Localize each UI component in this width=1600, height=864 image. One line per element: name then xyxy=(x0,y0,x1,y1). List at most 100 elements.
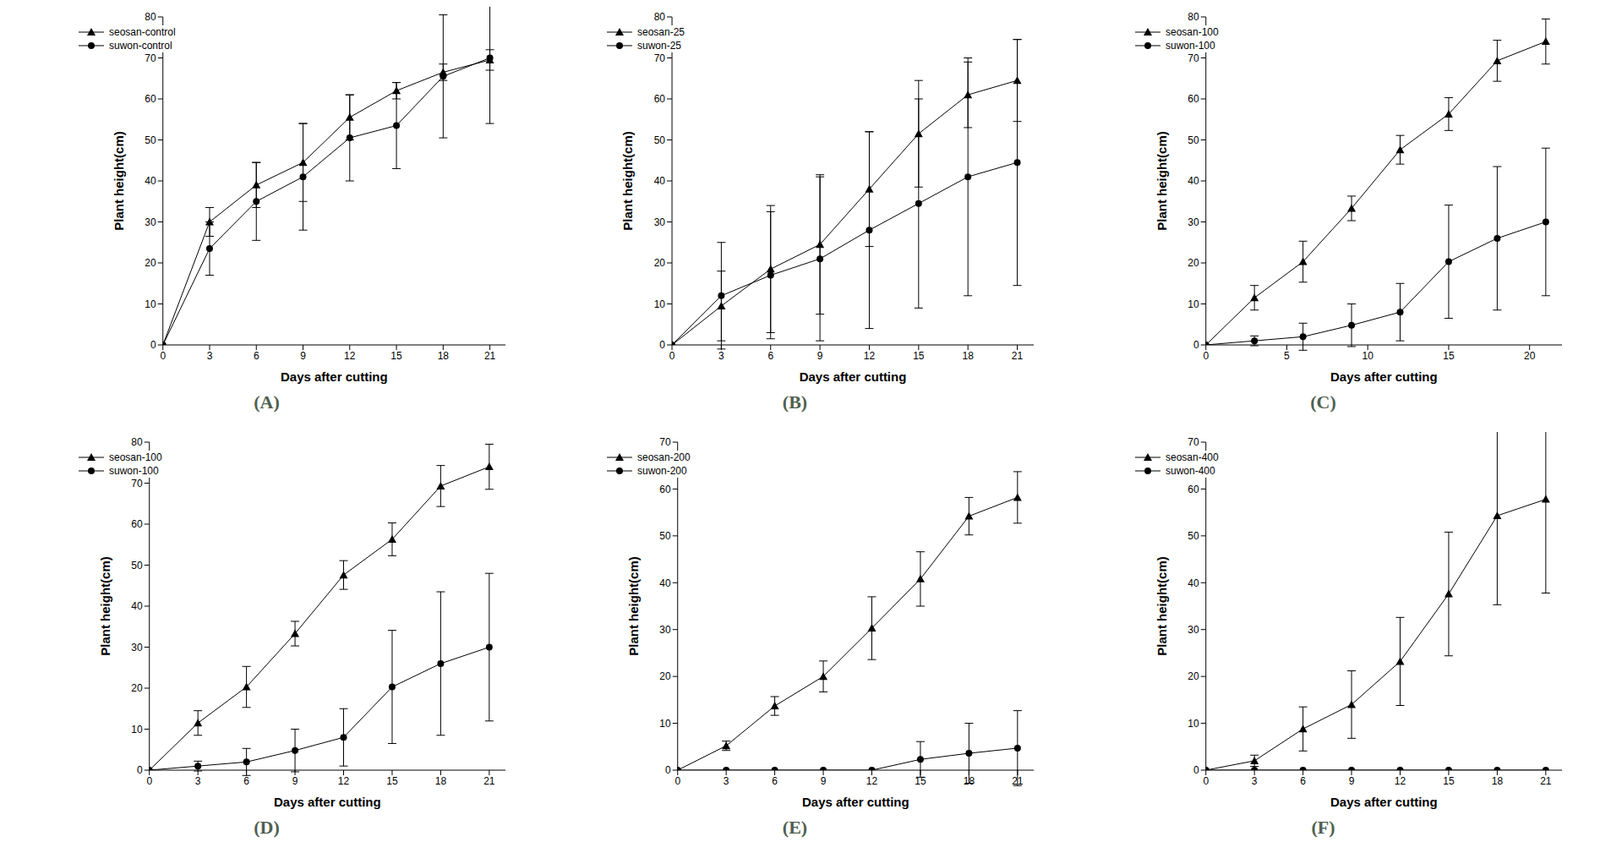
svg-text:80: 80 xyxy=(654,10,667,23)
svg-text:18: 18 xyxy=(962,349,975,362)
svg-text:0: 0 xyxy=(150,338,157,351)
svg-text:21: 21 xyxy=(1011,349,1024,362)
svg-text:50: 50 xyxy=(144,134,157,147)
svg-text:3: 3 xyxy=(723,775,730,787)
svg-text:6: 6 xyxy=(1299,775,1306,787)
svg-text:21: 21 xyxy=(484,349,497,362)
svg-text:6: 6 xyxy=(771,775,778,787)
svg-text:Plant height(cm): Plant height(cm) xyxy=(1154,556,1169,656)
svg-text:9: 9 xyxy=(1348,775,1355,787)
svg-text:30: 30 xyxy=(131,641,143,654)
svg-text:70: 70 xyxy=(1187,436,1200,448)
svg-text:15: 15 xyxy=(914,775,927,787)
svg-text:0: 0 xyxy=(159,349,166,362)
svg-text:Days after cutting: Days after cutting xyxy=(799,369,907,384)
svg-text:50: 50 xyxy=(1187,529,1200,542)
svg-text:20: 20 xyxy=(1187,256,1200,269)
svg-text:80: 80 xyxy=(131,436,143,448)
svg-text:40: 40 xyxy=(1187,577,1200,590)
svg-text:60: 60 xyxy=(659,483,672,496)
svg-text:0: 0 xyxy=(1202,349,1209,362)
svg-text:30: 30 xyxy=(1187,216,1200,229)
svg-text:10: 10 xyxy=(654,298,667,311)
svg-text:10: 10 xyxy=(659,717,672,730)
svg-text:3: 3 xyxy=(207,349,213,362)
svg-text:15: 15 xyxy=(912,349,925,362)
svg-text:60: 60 xyxy=(1187,92,1200,105)
svg-text:12: 12 xyxy=(863,349,876,362)
svg-text:20: 20 xyxy=(131,682,143,694)
svg-text:15: 15 xyxy=(1442,775,1455,787)
svg-text:3: 3 xyxy=(1251,775,1258,787)
svg-text:20: 20 xyxy=(144,256,157,269)
svg-text:20: 20 xyxy=(659,670,672,683)
svg-text:Days after cutting: Days after cutting xyxy=(273,794,382,809)
svg-text:3: 3 xyxy=(718,349,725,362)
svg-text:60: 60 xyxy=(144,92,157,105)
svg-text:20: 20 xyxy=(1187,670,1200,683)
svg-text:5: 5 xyxy=(1283,349,1290,362)
svg-text:0: 0 xyxy=(665,764,672,776)
svg-text:30: 30 xyxy=(654,216,667,229)
svg-text:0: 0 xyxy=(1202,775,1209,787)
svg-text:18: 18 xyxy=(437,349,450,362)
svg-text:70: 70 xyxy=(659,436,672,448)
svg-text:Plant height(cm): Plant height(cm) xyxy=(1154,131,1169,231)
svg-text:40: 40 xyxy=(144,174,157,187)
svg-text:60: 60 xyxy=(1187,483,1200,496)
svg-text:70: 70 xyxy=(131,477,143,490)
svg-text:9: 9 xyxy=(820,775,827,787)
svg-text:60: 60 xyxy=(654,92,667,105)
svg-text:15: 15 xyxy=(386,775,399,787)
svg-text:Plant height(cm): Plant height(cm) xyxy=(620,131,635,231)
svg-text:Days after cutting: Days after cutting xyxy=(280,369,388,384)
svg-text:15: 15 xyxy=(390,349,403,362)
svg-text:9: 9 xyxy=(300,349,306,362)
svg-text:9: 9 xyxy=(292,775,299,787)
svg-text:12: 12 xyxy=(344,349,356,362)
svg-text:6: 6 xyxy=(767,349,774,362)
svg-text:0: 0 xyxy=(674,775,681,787)
svg-text:18: 18 xyxy=(1491,775,1504,787)
svg-text:0: 0 xyxy=(136,764,143,776)
svg-text:Days after cutting: Days after cutting xyxy=(802,794,910,809)
svg-text:10: 10 xyxy=(1187,298,1200,311)
svg-text:Days after cutting: Days after cutting xyxy=(1330,794,1438,809)
svg-text:21: 21 xyxy=(1011,775,1024,787)
svg-text:40: 40 xyxy=(131,600,143,612)
svg-text:30: 30 xyxy=(659,623,672,636)
svg-text:15: 15 xyxy=(1442,349,1455,362)
svg-text:18: 18 xyxy=(963,775,976,787)
svg-text:18: 18 xyxy=(435,775,448,787)
svg-text:20: 20 xyxy=(1523,349,1536,362)
svg-text:3: 3 xyxy=(195,775,202,787)
svg-text:0: 0 xyxy=(659,338,666,351)
svg-text:30: 30 xyxy=(1187,623,1200,636)
svg-text:70: 70 xyxy=(654,52,667,65)
svg-text:12: 12 xyxy=(866,775,879,787)
svg-text:40: 40 xyxy=(654,174,667,187)
svg-text:6: 6 xyxy=(243,775,250,787)
svg-text:0: 0 xyxy=(669,349,676,362)
svg-text:0: 0 xyxy=(1193,764,1200,776)
svg-text:80: 80 xyxy=(144,10,157,23)
svg-text:10: 10 xyxy=(131,723,143,736)
svg-text:20: 20 xyxy=(654,256,667,269)
svg-text:Plant height(cm): Plant height(cm) xyxy=(98,556,113,656)
svg-text:Days after cutting: Days after cutting xyxy=(1330,369,1438,384)
svg-text:70: 70 xyxy=(144,52,157,65)
svg-text:Plant height(cm): Plant height(cm) xyxy=(111,131,126,231)
svg-text:10: 10 xyxy=(1362,349,1375,362)
svg-text:40: 40 xyxy=(659,577,672,590)
svg-text:10: 10 xyxy=(1187,717,1200,730)
svg-text:70: 70 xyxy=(1187,52,1200,65)
svg-text:0: 0 xyxy=(146,775,153,787)
svg-text:80: 80 xyxy=(1187,10,1200,23)
svg-text:9: 9 xyxy=(817,349,824,362)
svg-text:30: 30 xyxy=(144,216,157,229)
svg-text:0: 0 xyxy=(1193,338,1200,351)
svg-text:10: 10 xyxy=(144,298,157,311)
svg-text:50: 50 xyxy=(659,529,672,542)
svg-text:12: 12 xyxy=(338,775,350,787)
svg-text:21: 21 xyxy=(483,775,496,787)
